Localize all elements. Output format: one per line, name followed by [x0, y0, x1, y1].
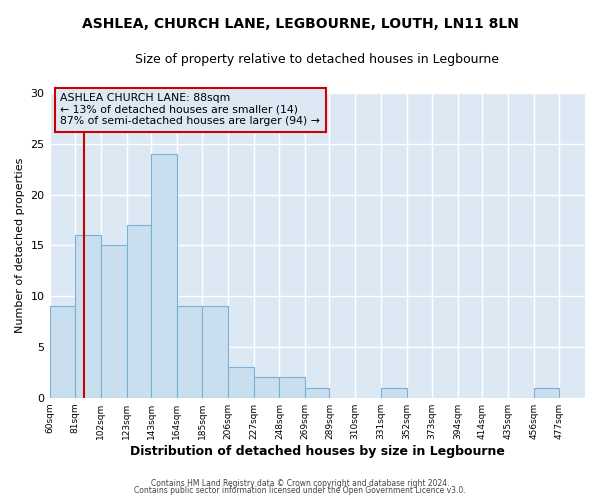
Bar	[127, 225, 151, 398]
X-axis label: Distribution of detached houses by size in Legbourne: Distribution of detached houses by size …	[130, 444, 505, 458]
Text: ASHLEA CHURCH LANE: 88sqm
← 13% of detached houses are smaller (14)
87% of semi-: ASHLEA CHURCH LANE: 88sqm ← 13% of detac…	[60, 93, 320, 126]
Bar	[254, 378, 280, 398]
Bar	[101, 246, 127, 398]
Bar	[533, 388, 559, 398]
Y-axis label: Number of detached properties: Number of detached properties	[15, 158, 25, 333]
Bar	[176, 306, 202, 398]
Title: Size of property relative to detached houses in Legbourne: Size of property relative to detached ho…	[135, 52, 499, 66]
Bar	[50, 306, 75, 398]
Bar	[228, 367, 254, 398]
Bar	[280, 378, 305, 398]
Bar	[202, 306, 228, 398]
Bar	[151, 154, 176, 398]
Text: Contains HM Land Registry data © Crown copyright and database right 2024.: Contains HM Land Registry data © Crown c…	[151, 478, 449, 488]
Text: Contains public sector information licensed under the Open Government Licence v3: Contains public sector information licen…	[134, 486, 466, 495]
Text: ASHLEA, CHURCH LANE, LEGBOURNE, LOUTH, LN11 8LN: ASHLEA, CHURCH LANE, LEGBOURNE, LOUTH, L…	[82, 18, 518, 32]
Bar	[305, 388, 329, 398]
Bar	[381, 388, 407, 398]
Bar	[75, 235, 101, 398]
